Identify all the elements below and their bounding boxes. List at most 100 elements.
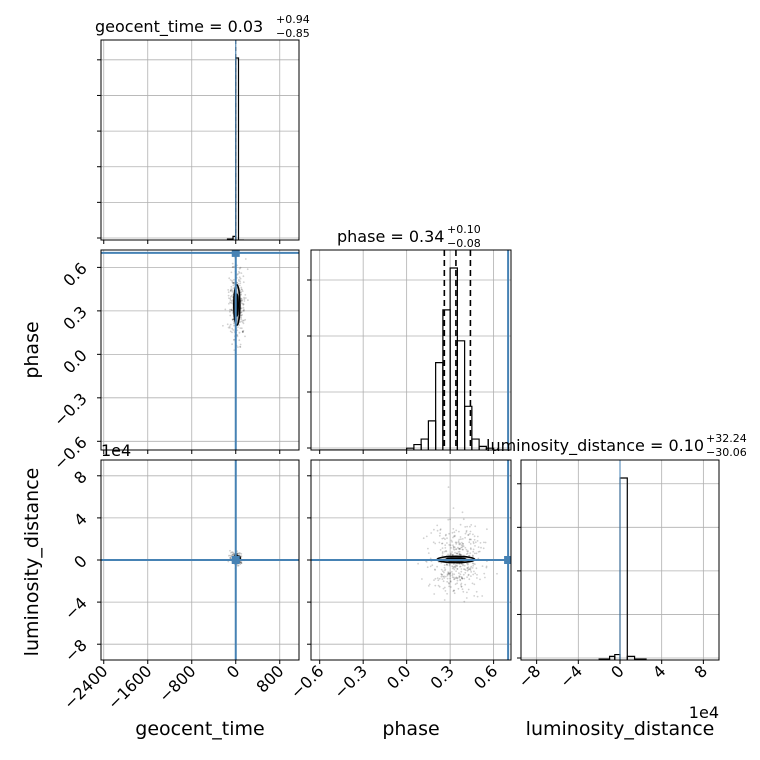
scatter-point [458,553,461,555]
scatter-point [469,552,472,555]
scatter-point [239,282,242,285]
scatter-point [454,583,457,586]
scatter-point [464,569,467,571]
scatter-point [453,549,456,551]
scatter-point [459,565,462,568]
scatter-point [457,551,460,553]
scatter-point [438,541,441,544]
scatter-point [238,324,241,327]
x-tick-label: 0.0 [383,661,414,692]
y-tick-labels-distance: −8 −4 0 4 8 [61,467,91,666]
scatter-point [231,318,234,321]
scatter-point [434,542,437,545]
scatter-point [436,577,439,579]
scatter-point [466,550,469,553]
scatter-point [438,534,441,537]
title-upper-error: +0.10 [447,223,481,236]
scatter-point [231,309,234,312]
scatter-point [238,278,240,281]
scatter-point [231,327,234,330]
x-tick-labels-geocent-time: −2400−1600 −800 0 800 [60,661,288,713]
scatter-point [451,531,454,534]
panel-title-phase: phase = 0.34 [337,227,444,246]
scatter-point [467,588,470,591]
scatter-point [222,324,224,327]
scatter-point [460,568,463,570]
scatter-point [241,299,243,301]
scatter-point [464,546,467,549]
scatter-point [229,290,232,292]
scatter-point [468,554,470,557]
scatter-point [470,548,472,551]
scatter-point [238,276,241,279]
histogram-bar [614,653,621,660]
scatter-point [466,569,469,572]
scatter-point [458,548,461,550]
scatter-point [459,579,462,582]
scatter-point [451,553,454,556]
scatter-point [240,327,243,330]
scatter-point [468,578,471,581]
scatter-point [459,536,462,538]
scatter-point [434,568,436,571]
scatter-point [240,311,243,313]
scatter-point [229,327,231,329]
scatter-point [454,566,457,569]
scatter-point [458,575,461,578]
scatter-point [226,323,229,326]
x-tick-labels-distance: −8 −4 0 4 8 [514,661,711,691]
scatter-point [231,318,234,321]
scatter-point [458,572,460,575]
scatter-point [229,308,231,311]
scatter-point [243,308,245,311]
scatter-point [232,287,235,289]
scatter-point [458,576,460,579]
scatter-point [444,538,446,541]
scatter-point [473,535,476,538]
scatter-point [463,568,465,570]
scatter-point [453,535,455,538]
scatter-point [462,563,464,566]
scatter-point [230,555,233,558]
scatter-point [469,530,472,533]
scatter-point [246,268,249,271]
scatter-point [227,560,230,563]
scatter-point [472,541,475,543]
scatter-point [232,282,235,284]
scatter-point [446,537,448,540]
scatter-point [239,277,242,280]
x-tick-label: 0 [223,661,244,682]
scatter-point [456,582,458,585]
scatter-point [476,535,479,538]
scatter-point [470,575,472,577]
grid-lines [101,40,299,240]
scatter-point [467,574,470,577]
scatter-point [458,543,461,546]
scatter-point [467,566,470,569]
scatter-point [462,548,464,551]
scatter-point [439,529,442,531]
y-tick-label: 0.6 [59,259,90,290]
scatter-point [459,547,461,550]
tick-marks [517,483,704,664]
scatter-point [458,538,461,541]
tick-marks [97,59,281,244]
scatter-point [240,297,243,300]
scatter-point [452,553,454,556]
scatter-point [240,288,243,291]
scatter-point [242,331,244,333]
scatter-point [445,563,448,566]
scatter-point [439,549,442,551]
scatter-point [232,279,235,281]
x-offset-text: 1e4 [689,703,719,722]
x-tick-label: 0.6 [470,661,501,692]
scatter-point [452,536,454,539]
scatter-point [240,316,243,319]
scatter-point [247,299,249,301]
scatter-point [239,561,242,564]
histogram-bars [226,40,244,240]
scatter-point [451,551,453,553]
scatter-point [452,546,455,548]
scatter-point [440,568,443,571]
scatter-point [237,346,239,348]
